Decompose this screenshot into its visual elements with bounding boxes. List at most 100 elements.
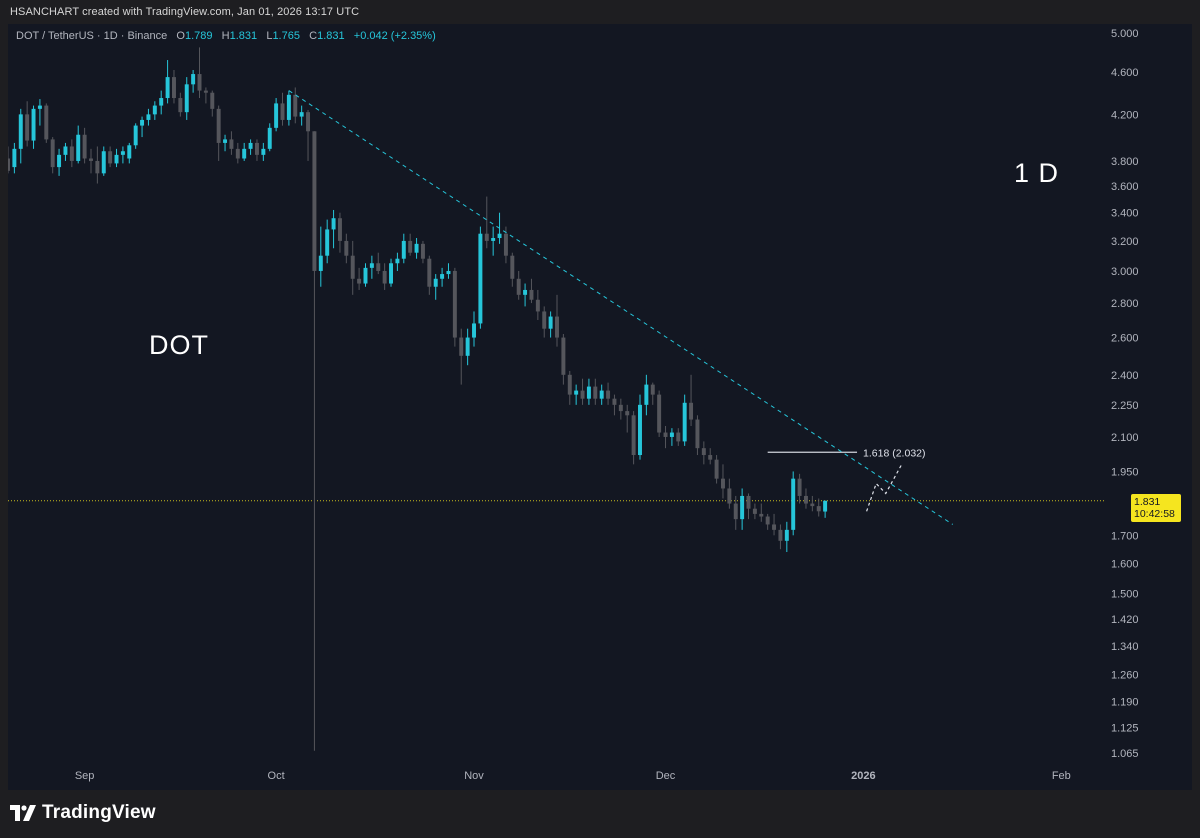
- candle: [152, 101, 157, 120]
- candle-body: [510, 255, 515, 279]
- candle-body: [810, 503, 815, 507]
- candle-body: [529, 289, 534, 300]
- candle-body: [503, 233, 508, 256]
- candle: [791, 471, 796, 536]
- candle: [459, 328, 464, 385]
- price-tick-label: 4.600: [1111, 67, 1139, 79]
- candle-body: [765, 516, 770, 525]
- candle: [31, 105, 36, 149]
- candle: [472, 311, 476, 347]
- candle: [127, 142, 132, 164]
- candle: [376, 252, 381, 275]
- close-label: C: [309, 30, 318, 42]
- candle: [8, 146, 10, 174]
- candle: [618, 398, 623, 420]
- candle-body: [216, 108, 221, 143]
- candle-body: [178, 98, 183, 113]
- candle-body: [535, 299, 540, 312]
- candle-body: [401, 240, 406, 259]
- tradingview-logo-icon: [10, 805, 36, 821]
- price-tick-label: 1.700: [1111, 530, 1139, 542]
- candle: [440, 267, 445, 287]
- candle: [114, 148, 119, 168]
- candle: [720, 464, 725, 499]
- price-tick-label: 5.000: [1111, 28, 1139, 40]
- open-label: O: [176, 30, 185, 42]
- candle: [516, 270, 521, 300]
- candles-group: [8, 47, 828, 751]
- candle-body: [580, 390, 585, 399]
- candle: [427, 255, 432, 295]
- trendline: [288, 90, 954, 525]
- candle: [772, 513, 777, 536]
- candle-body: [593, 386, 598, 399]
- candle: [299, 105, 304, 126]
- candle-body: [146, 114, 151, 120]
- candle: [184, 77, 189, 120]
- candle-body: [727, 488, 732, 504]
- candle: [695, 415, 700, 456]
- candle-body: [350, 255, 355, 279]
- time-tick-label: 2026: [851, 770, 875, 782]
- price-tick-label: 1.340: [1111, 641, 1139, 653]
- candle: [357, 267, 362, 290]
- candle-body: [108, 151, 113, 164]
- candle-body: [376, 263, 381, 271]
- candle-body: [720, 478, 725, 489]
- candle-body: [472, 323, 476, 338]
- candle-body: [133, 125, 138, 146]
- candle-body: [37, 105, 42, 109]
- candle: [580, 378, 585, 405]
- candle-body: [242, 148, 247, 159]
- candlestick-chart[interactable]: 1.618 (2.032) 5.000 4.600 4.200 3.800 3.600 3…: [8, 24, 1192, 790]
- candle-body: [701, 448, 706, 456]
- price-tick-label: 1.190: [1111, 696, 1139, 708]
- candle: [369, 255, 374, 279]
- candle: [727, 478, 732, 509]
- candle-body: [599, 390, 604, 399]
- candle: [555, 294, 559, 347]
- candle: [235, 142, 240, 164]
- candle-body: [733, 503, 738, 520]
- candle: [491, 226, 496, 256]
- candle-body: [395, 258, 400, 264]
- candle-body: [676, 432, 681, 442]
- close-value: 1.831: [317, 30, 345, 42]
- candle: [18, 108, 23, 164]
- price-tick-label: 1.950: [1111, 466, 1139, 478]
- price-tick-label: 1.065: [1111, 748, 1139, 760]
- chart-area[interactable]: 1.618 (2.032) 5.000 4.600 4.200 3.800 3.600 3…: [8, 24, 1192, 790]
- candle-body: [57, 154, 62, 168]
- candle: [140, 116, 145, 138]
- price-tick-label: 1.260: [1111, 670, 1139, 682]
- candle: [797, 473, 802, 504]
- candle-body: [752, 508, 757, 514]
- candle-body: [772, 524, 777, 530]
- price-tick-label: 3.800: [1111, 156, 1139, 168]
- time-tick-label: Oct: [268, 770, 285, 782]
- time-tick-label: Feb: [1052, 770, 1071, 782]
- candle-body: [331, 218, 336, 230]
- time-tick-label: Nov: [464, 770, 484, 782]
- ohlc-legend: DOT / TetherUS · 1D · Binance O1.789 H1.…: [16, 30, 436, 42]
- candle-body: [95, 160, 100, 174]
- timeframe-annotation: 1 D: [1014, 158, 1060, 188]
- candle: [382, 263, 387, 290]
- candle: [197, 47, 202, 99]
- candle: [203, 87, 208, 104]
- candle-body: [325, 229, 330, 256]
- candle: [663, 426, 668, 449]
- candle-body: [561, 337, 566, 375]
- candle-body: [337, 218, 342, 241]
- candle-body: [638, 404, 642, 456]
- candle-body: [184, 84, 189, 113]
- candle: [452, 267, 457, 347]
- candle-body: [89, 158, 93, 161]
- candle: [631, 411, 636, 465]
- candle: [242, 142, 247, 161]
- candle: [759, 503, 764, 522]
- candle-body: [18, 114, 23, 149]
- candle: [420, 240, 425, 264]
- candle: [529, 278, 534, 304]
- candle-body: [803, 495, 808, 504]
